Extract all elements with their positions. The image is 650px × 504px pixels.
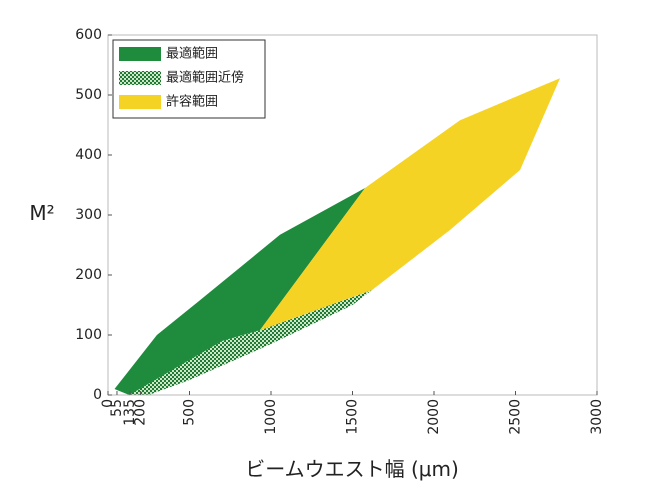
region <box>129 290 373 395</box>
x-tick-label: 1500 <box>345 399 361 435</box>
x-tick-label: 3000 <box>589 399 605 435</box>
y-tick-label: 0 <box>93 387 102 403</box>
x-tick-label: 2000 <box>426 399 442 435</box>
x-tick-label: 55 <box>109 399 125 417</box>
x-axis-label: ビームウエスト幅 (μm) <box>245 457 459 481</box>
y-tick-label: 300 <box>75 207 102 223</box>
y-axis-label: M² <box>29 201 54 225</box>
legend-label: 最適範囲 <box>166 46 218 62</box>
legend-label: 許容範囲 <box>166 94 218 110</box>
x-tick-label: 1000 <box>263 399 279 435</box>
x-tick-label: 135 <box>122 399 138 426</box>
x-tick-label: 500 <box>182 399 198 426</box>
region <box>259 78 560 331</box>
legend-swatch <box>119 71 161 85</box>
legend-swatch <box>119 95 161 109</box>
x-tick-label: 2500 <box>508 399 524 435</box>
region <box>114 188 366 395</box>
legend-swatch <box>119 47 161 61</box>
y-tick-label: 500 <box>75 87 102 103</box>
y-tick-label: 100 <box>75 327 102 343</box>
x-tick-label: 200 <box>133 399 149 426</box>
y-tick-label: 400 <box>75 147 102 163</box>
y-tick-label: 200 <box>75 267 102 283</box>
y-tick-label: 600 <box>75 27 102 43</box>
legend-label: 最適範囲近傍 <box>166 70 244 86</box>
x-tick-label: 0 <box>100 399 116 408</box>
